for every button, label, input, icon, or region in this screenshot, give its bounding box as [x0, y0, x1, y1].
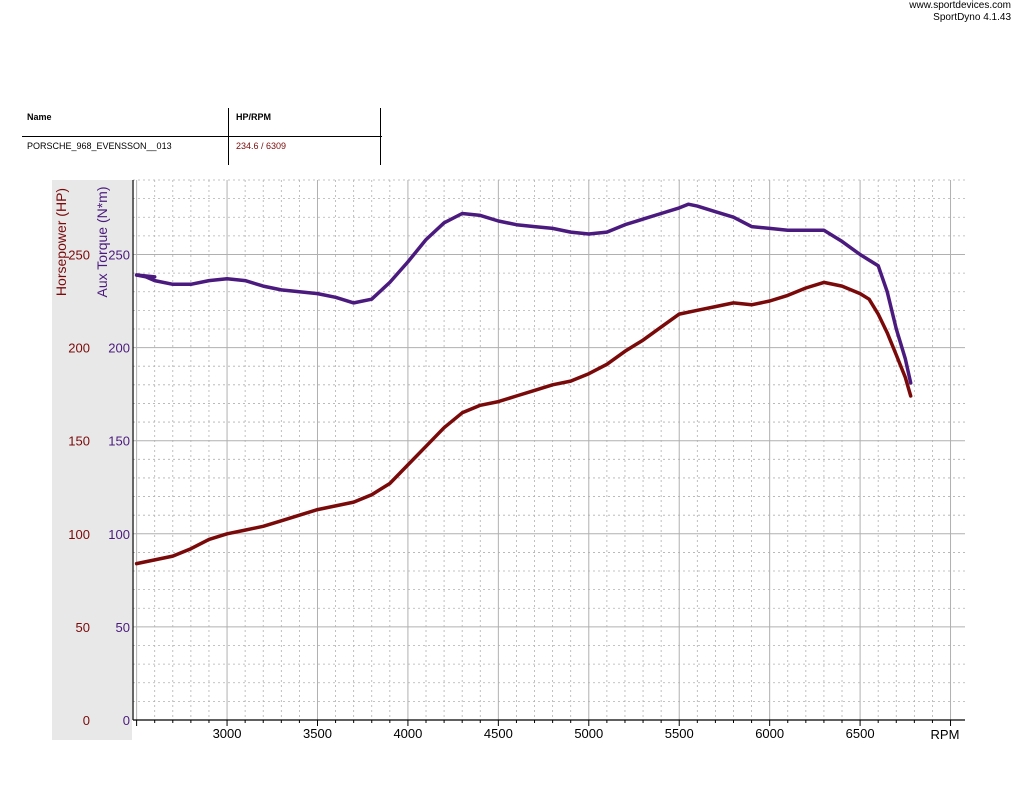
column-header-name: Name [27, 112, 52, 122]
brand-block: www.sportdevices.com SportDyno 4.1.43 [909, 0, 1011, 24]
y-tick-label-horsepower: 100 [68, 527, 90, 542]
y-tick-label-torque: 100 [108, 527, 130, 542]
grid [133, 179, 965, 720]
y-tick-label-torque: 150 [108, 434, 130, 449]
website-text: www.sportdevices.com [909, 0, 1011, 11]
table-divider [22, 136, 382, 137]
x-tick-label: 3500 [303, 726, 332, 741]
y-tick-label-torque: 250 [108, 247, 130, 262]
y-tick-label-horsepower: 250 [68, 247, 90, 262]
y-tick-label-torque: 0 [123, 713, 130, 728]
x-tick-label: 5000 [574, 726, 603, 741]
y-tick-label-horsepower: 150 [68, 434, 90, 449]
y-tick-label-torque: 200 [108, 341, 130, 356]
y-axis-title-torque: Aux Torque (N*m) [94, 186, 110, 297]
y-axis-panel [52, 180, 132, 740]
horsepower-line [134, 280, 913, 566]
y-tick-label-horsepower: 50 [76, 620, 90, 635]
y-tick-label-torque: 50 [116, 620, 130, 635]
table-right-border [380, 108, 381, 165]
run-hp-rpm-cell: 234.6 / 6309 [236, 141, 287, 151]
x-tick-label: 4000 [393, 726, 422, 741]
axes: 3000 3500 4000 4500 5000 5500 6000 6500 0 0 50 50 10… [68, 180, 965, 741]
torque-line [134, 202, 913, 385]
x-axis-title: RPM [931, 727, 960, 742]
x-tick-label: 3000 [213, 726, 242, 741]
x-tick-label: 6000 [755, 726, 784, 741]
table-column-separator [228, 108, 229, 165]
y-axis-title-horsepower: Horsepower (HP) [53, 188, 69, 296]
x-tick-label: 5500 [665, 726, 694, 741]
torque-line-start-fragment [134, 273, 157, 279]
column-header-hp-rpm: HP/RPM [236, 112, 272, 122]
run-name-cell[interactable]: PORSCHE_968_EVENSSON__013 [27, 141, 172, 151]
run-legend-table: Name HP/RPM PORSCHE_968_EVENSSON__013 23… [22, 108, 382, 165]
x-tick-label: 4500 [484, 726, 513, 741]
y-tick-label-horsepower: 200 [68, 341, 90, 356]
y-tick-label-horsepower: 0 [83, 713, 90, 728]
series [134, 202, 913, 566]
x-tick-label: 6500 [846, 726, 875, 741]
software-version: SportDyno 4.1.43 [933, 12, 1011, 23]
